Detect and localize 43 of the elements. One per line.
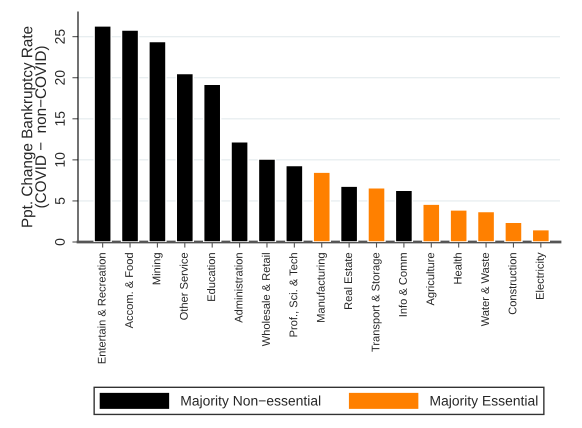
x-tick-label: Info & Comm — [398, 253, 407, 316]
bar — [504, 222, 523, 242]
x-tick-label: Transport & Storage — [372, 252, 382, 352]
x-tick-label: Health — [453, 253, 462, 284]
y-tick-label: 25 — [55, 30, 65, 44]
y-tick-label: 15 — [55, 112, 65, 126]
y-tick-label: 20 — [55, 70, 65, 85]
bar — [449, 209, 468, 242]
x-tick-label: Mining — [152, 253, 163, 284]
bar — [230, 141, 249, 242]
x-tick-label: Water & Waste — [481, 252, 490, 326]
x-tick-label: Agriculture — [426, 252, 436, 306]
bar — [176, 72, 194, 242]
legend-label: Majority Non−essential — [181, 395, 320, 408]
x-tick-label: Manufacturing — [316, 253, 327, 322]
x-tick-label: Wholesale & Retail — [262, 253, 270, 346]
bar — [285, 164, 304, 242]
bar — [476, 210, 496, 242]
bar — [312, 171, 331, 242]
x-tick-label: Entertain & Recreation — [97, 253, 106, 364]
x-tick-label: Prof., Sci. & Tech — [289, 253, 299, 337]
y-tick-label: 0 — [55, 238, 65, 246]
x-tick-label: Electricity — [536, 252, 546, 300]
x-tick-label: Real Estate — [344, 252, 352, 309]
x-tick-label: Administration — [234, 253, 243, 323]
bar — [203, 84, 222, 242]
bar — [93, 25, 112, 242]
x-tick-label: Construction — [508, 253, 516, 314]
bar — [367, 187, 386, 242]
bar — [532, 228, 550, 242]
bar — [120, 29, 140, 242]
bar — [422, 204, 440, 242]
y-axis-title: Ppt. Change Bankruptcy Rate (COVID − non−COVID) — [21, 26, 50, 227]
x-tick-label: Other Service — [180, 252, 188, 320]
bar — [394, 190, 414, 242]
x-tick-label: Education — [207, 253, 216, 301]
bar — [258, 158, 276, 242]
x-tick-label: Accom. & Food — [124, 253, 134, 328]
bar — [340, 185, 358, 242]
y-tick-label: 5 — [55, 198, 65, 204]
legend-label: Majority Essential — [430, 395, 538, 408]
y-tick-label: 10 — [55, 152, 65, 167]
bar — [148, 40, 167, 242]
